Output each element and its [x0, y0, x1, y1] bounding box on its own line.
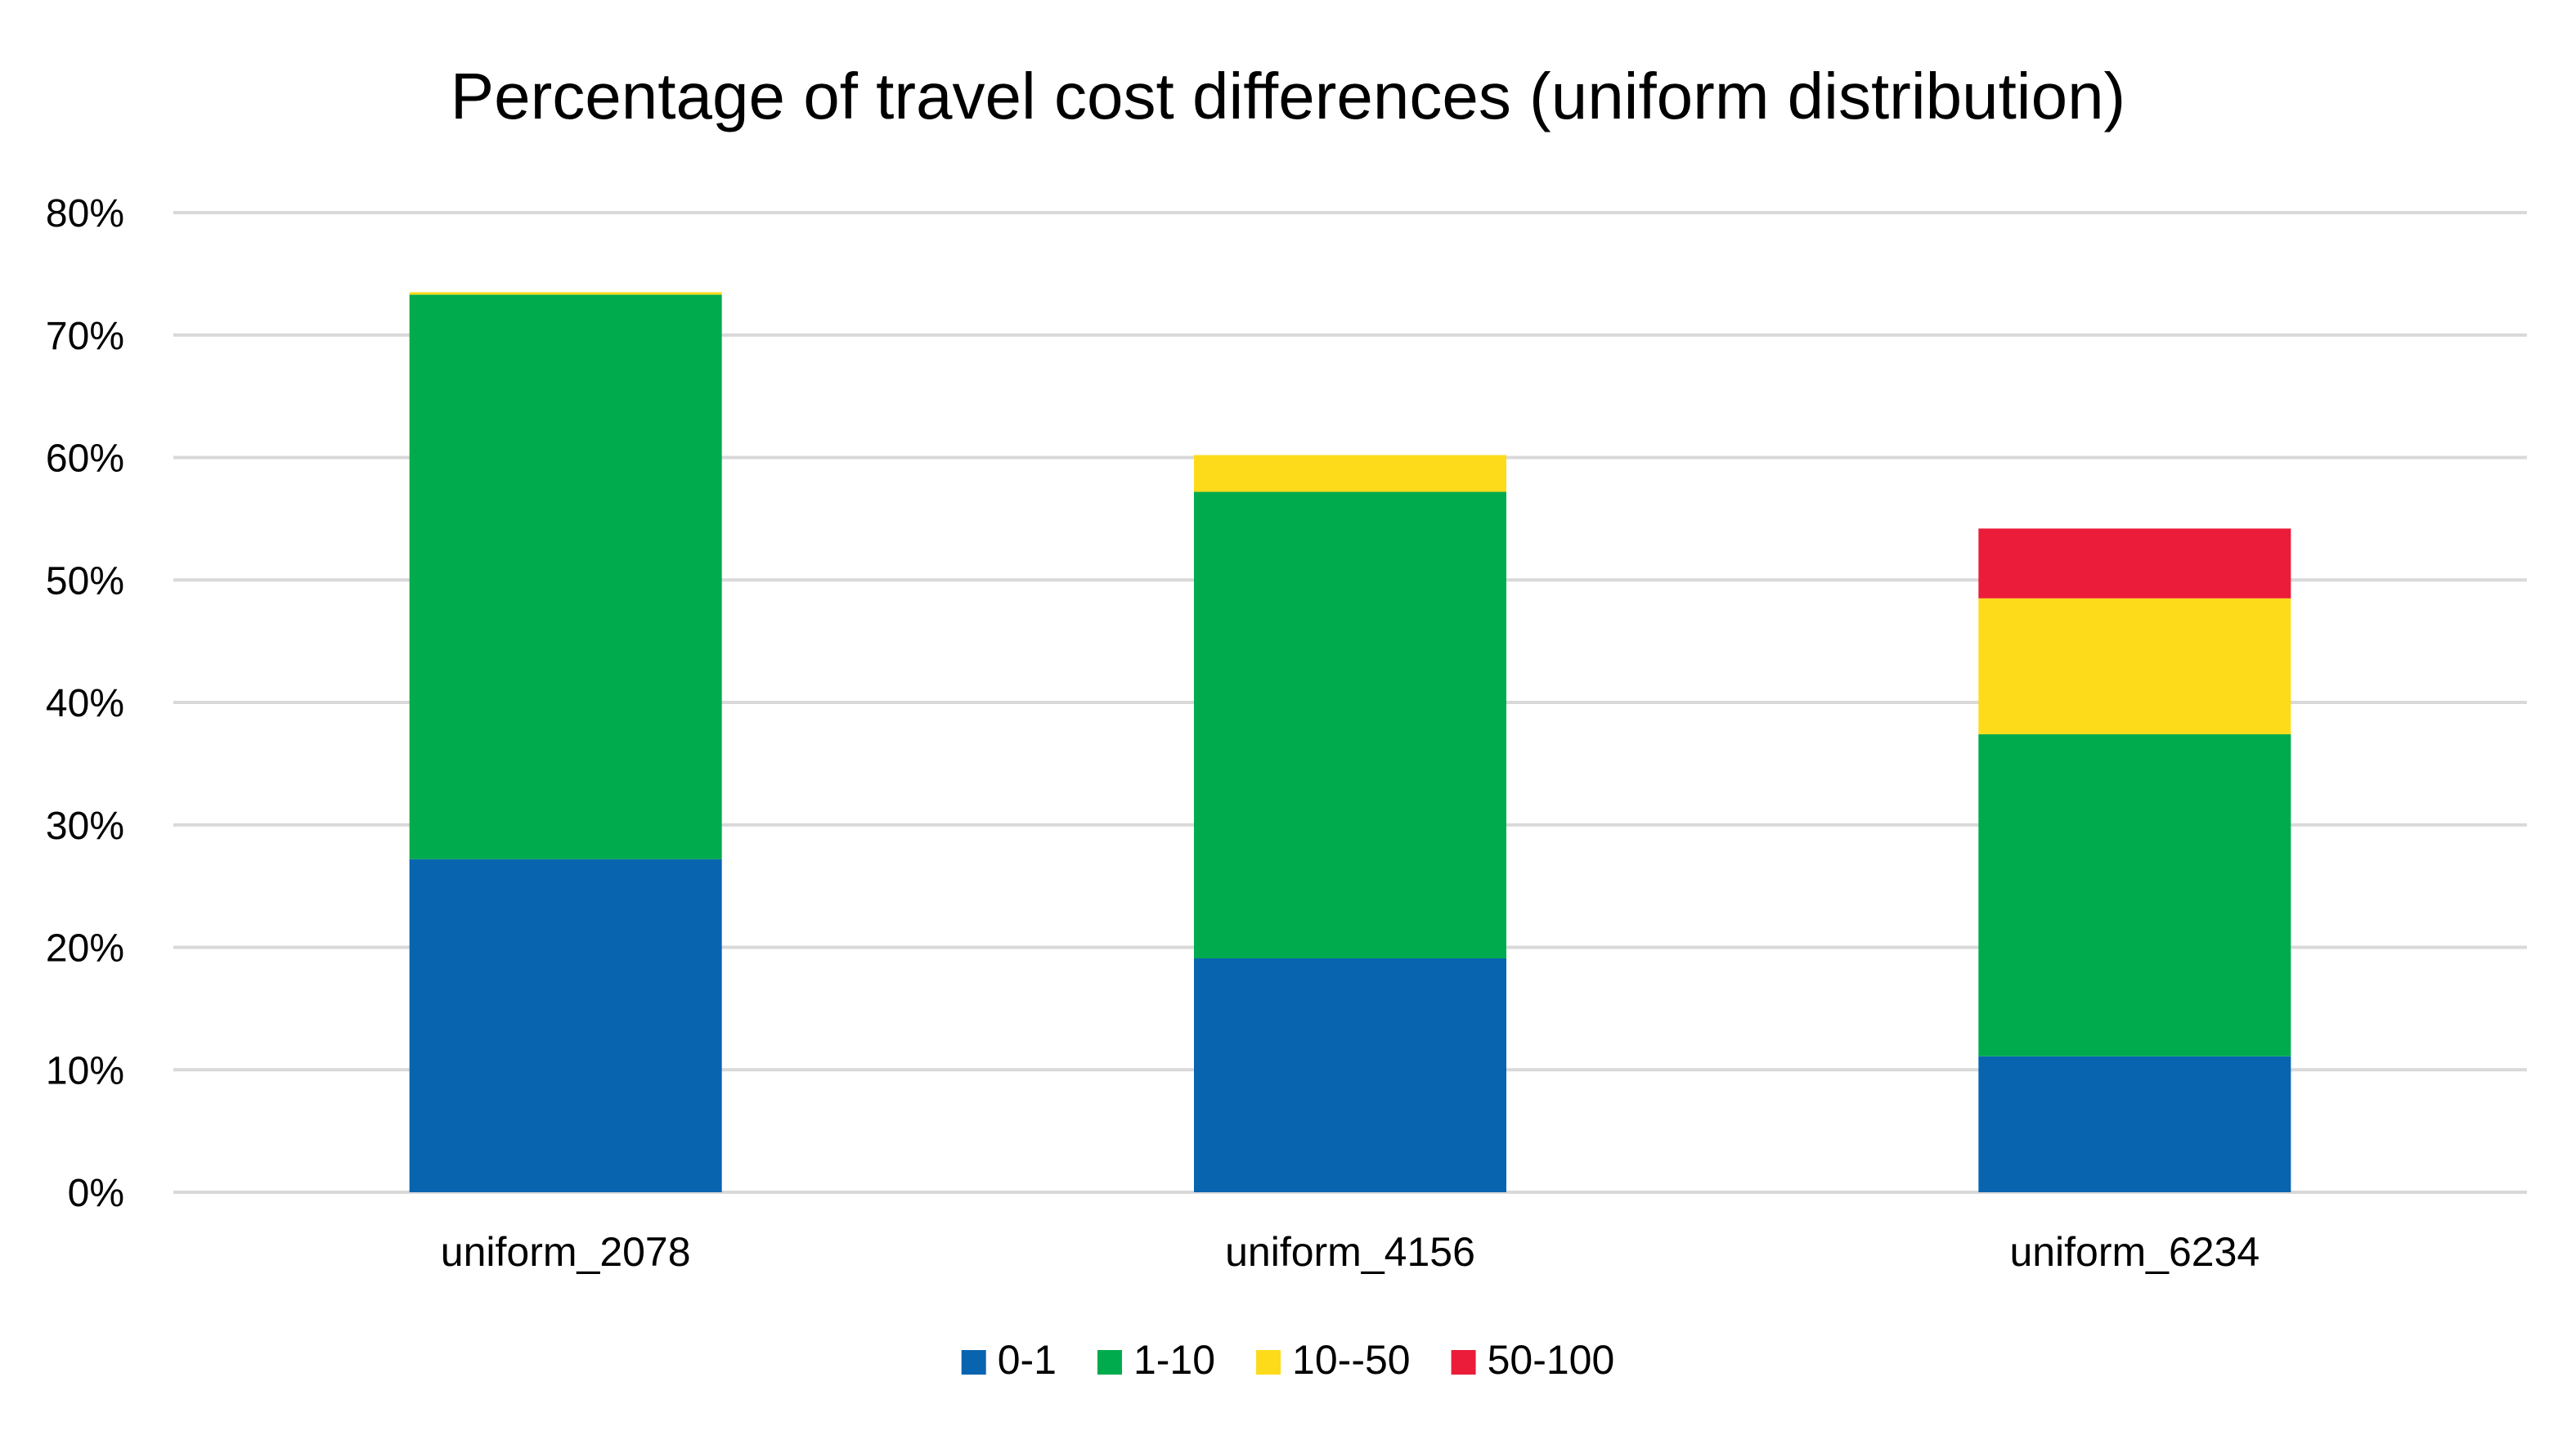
y-tick-label: 10% — [46, 1049, 124, 1092]
legend-swatch — [1097, 1350, 1122, 1375]
y-tick-label: 0% — [68, 1172, 124, 1215]
legend-item-10--50: 10--50 — [1256, 1337, 1411, 1383]
legend-label: 50-100 — [1488, 1337, 1615, 1383]
y-tick-label: 80% — [46, 192, 124, 236]
chart-title: Percentage of travel cost differences (u… — [451, 60, 2125, 132]
legend-label: 0-1 — [998, 1337, 1057, 1383]
bar-segment-uniform_4156-1-10 — [1194, 491, 1506, 958]
x-tick-label: uniform_6234 — [2009, 1229, 2260, 1275]
legend-label: 10--50 — [1292, 1337, 1411, 1383]
bar-segment-uniform_2078-10--50 — [409, 292, 722, 295]
legend-item-50-100: 50-100 — [1451, 1337, 1615, 1383]
legend-swatch — [961, 1350, 986, 1375]
y-axis: 0% 10% 20% 30% 40% 50% 60% 70% 80% — [46, 192, 124, 1215]
bars — [409, 292, 2291, 1192]
legend-item-1-10: 1-10 — [1097, 1337, 1215, 1383]
bar-segment-uniform_6234-50-100 — [1978, 528, 2291, 599]
y-tick-label: 60% — [46, 437, 124, 481]
bar-segment-uniform_6234-0-1 — [1978, 1056, 2291, 1192]
bar-segment-uniform_6234-1-10 — [1978, 733, 2291, 1056]
legend-swatch — [1256, 1350, 1281, 1375]
y-tick-label: 50% — [46, 559, 124, 603]
bar-segment-uniform_4156-0-1 — [1194, 958, 1506, 1192]
y-tick-label: 20% — [46, 927, 124, 971]
y-tick-label: 40% — [46, 682, 124, 725]
bar-segment-uniform_2078-1-10 — [409, 294, 722, 859]
bar-segment-uniform_4156-10--50 — [1194, 455, 1506, 492]
legend-swatch — [1451, 1350, 1476, 1375]
bar-segment-uniform_2078-0-1 — [409, 859, 722, 1192]
legend-item-0-1: 0-1 — [961, 1337, 1057, 1383]
legend: 0-1 1-10 10--50 50-100 — [961, 1337, 1615, 1383]
legend-label: 1-10 — [1133, 1337, 1215, 1383]
x-tick-label: uniform_4156 — [1225, 1229, 1475, 1275]
y-tick-label: 70% — [46, 315, 124, 358]
x-axis: uniform_2078 uniform_4156 uniform_6234 — [441, 1229, 2260, 1275]
y-tick-label: 30% — [46, 805, 124, 848]
bar-segment-uniform_6234-10--50 — [1978, 598, 2291, 734]
x-tick-label: uniform_2078 — [441, 1229, 691, 1275]
